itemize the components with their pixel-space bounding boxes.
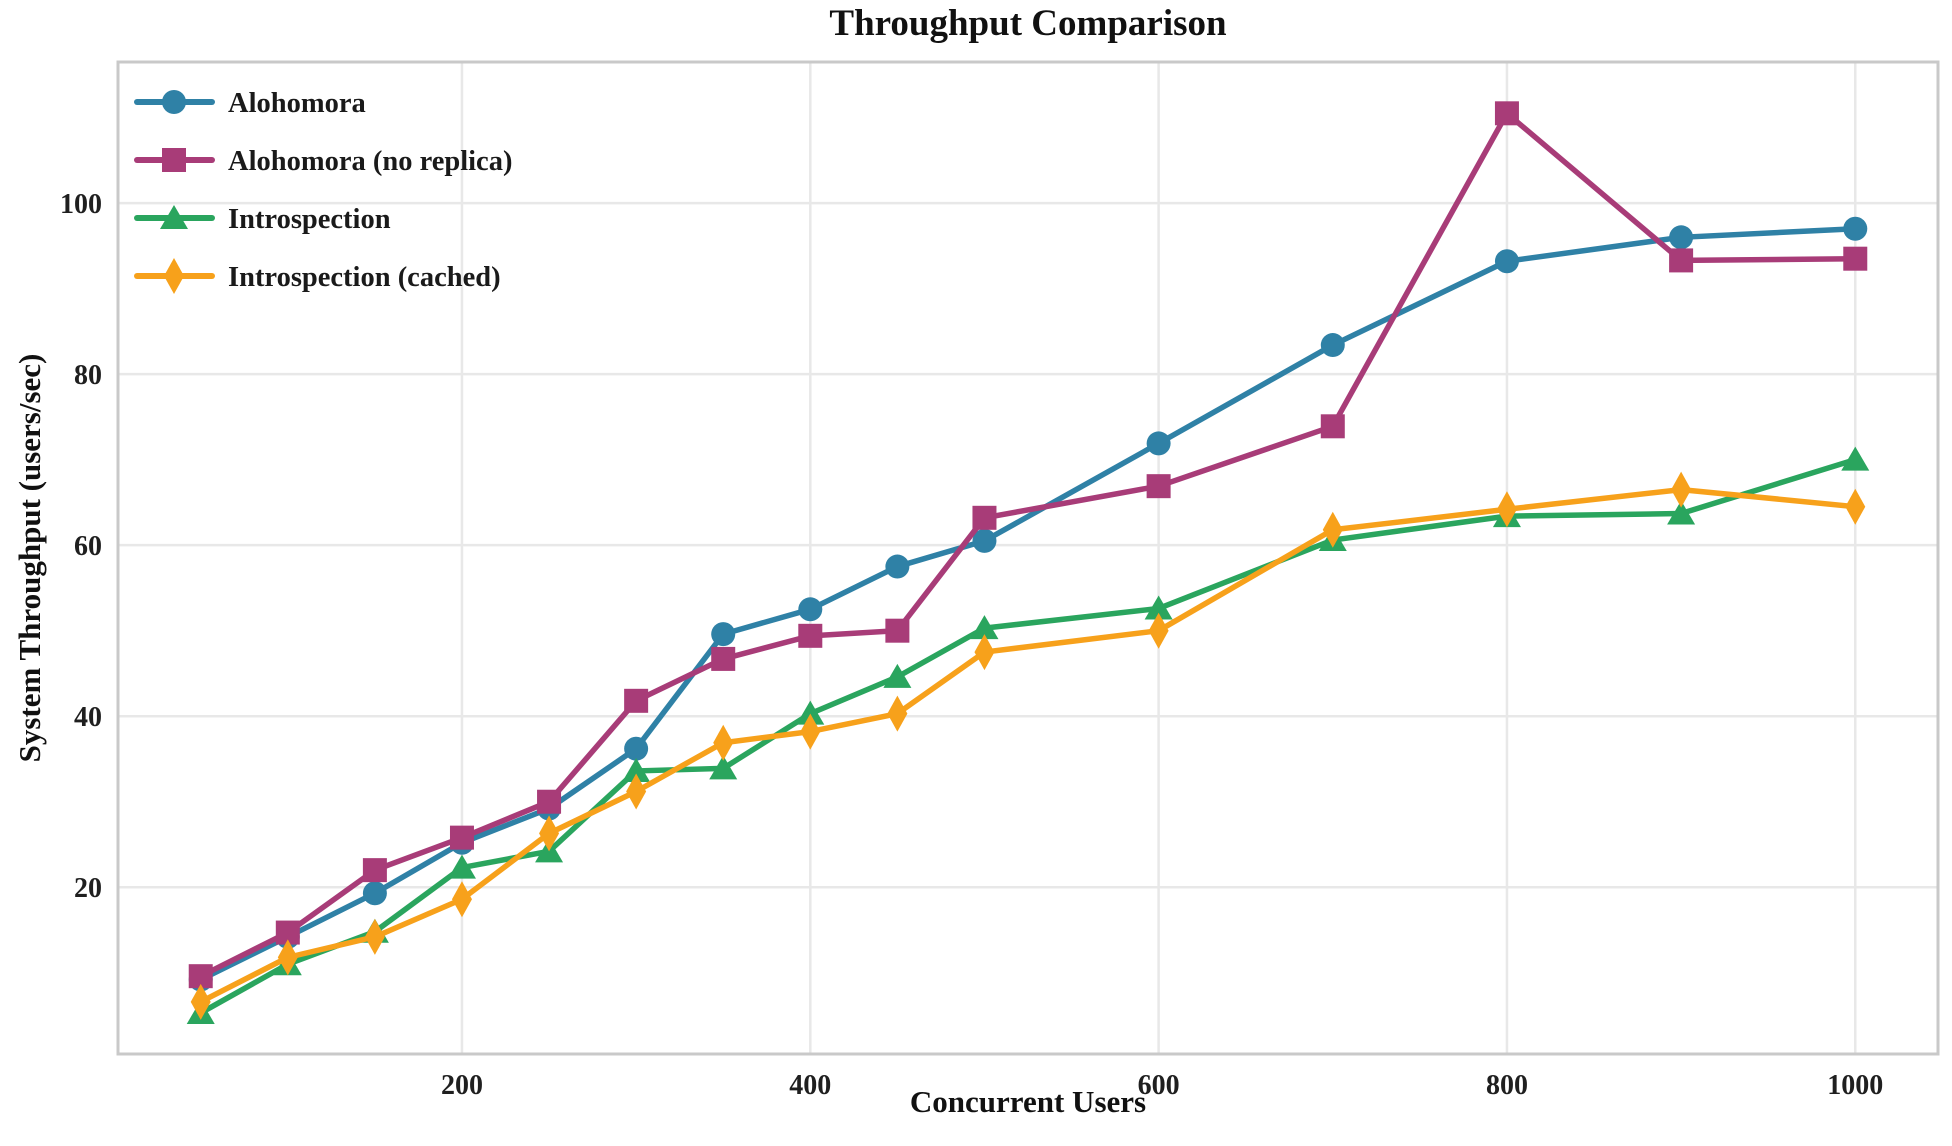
series-marker-alohomora bbox=[711, 622, 736, 647]
y-tick-label-100: 100 bbox=[60, 189, 102, 220]
series-marker-introspection bbox=[447, 854, 476, 879]
series-marker-alohomora-no-replica bbox=[537, 789, 562, 814]
series-marker-alohomora-no-replica bbox=[1146, 474, 1171, 499]
legend-label-alohomora-no-replica: Alohomora (no replica) bbox=[228, 146, 512, 177]
series-marker-alohomora bbox=[624, 736, 649, 761]
series-marker-introspection bbox=[1144, 595, 1173, 620]
series-marker-alohomora-no-replica bbox=[449, 825, 474, 850]
series-marker-introspection-cached bbox=[713, 724, 734, 761]
y-tick-label-20: 20 bbox=[74, 873, 102, 904]
series-marker-introspection bbox=[970, 615, 999, 640]
series-marker-introspection bbox=[1667, 500, 1696, 525]
series-marker-introspection-cached bbox=[451, 881, 472, 918]
y-tick-label-40: 40 bbox=[74, 702, 102, 733]
series-marker-introspection-cached bbox=[190, 983, 211, 1020]
series-marker-introspection-cached bbox=[539, 815, 560, 852]
series-marker-alohomora bbox=[1320, 333, 1345, 358]
legend-marker-alohomora bbox=[162, 90, 186, 114]
chart-title: Throughput Comparison bbox=[829, 3, 1227, 44]
series-marker-introspection bbox=[883, 663, 912, 688]
legend-label-alohomora: Alohomora bbox=[228, 88, 366, 119]
series-marker-alohomora bbox=[885, 554, 910, 579]
series-marker-introspection-cached bbox=[1322, 511, 1343, 548]
series-marker-introspection bbox=[622, 757, 651, 782]
series-line-alohomora bbox=[197, 226, 1859, 983]
legend-marker-alohomora-no-replica bbox=[162, 148, 186, 172]
x-axis-label: Concurrent Users bbox=[909, 1084, 1147, 1119]
x-tick-label-1000: 1000 bbox=[1827, 1070, 1883, 1101]
series-marker-introspection-cached bbox=[800, 713, 821, 750]
series-marker-introspection-cached bbox=[1845, 488, 1866, 525]
series-marker-alohomora-no-replica bbox=[624, 688, 649, 713]
series-marker-alohomora-no-replica bbox=[798, 623, 823, 648]
series-marker-alohomora-no-replica bbox=[711, 646, 736, 671]
series-marker-introspection-cached bbox=[626, 773, 647, 810]
series-marker-alohomora-no-replica bbox=[1843, 246, 1868, 271]
series-line-introspection bbox=[197, 456, 1859, 1016]
series-marker-alohomora-no-replica bbox=[1494, 101, 1519, 126]
series-marker-alohomora bbox=[972, 528, 997, 553]
series-marker-alohomora bbox=[798, 597, 823, 622]
series-marker-alohomora-no-replica bbox=[885, 618, 910, 643]
legend-label-introspection-cached: Introspection (cached) bbox=[228, 262, 501, 293]
x-tick-label-400: 400 bbox=[789, 1070, 831, 1101]
series-marker-alohomora bbox=[1843, 216, 1868, 241]
y-tick-label-60: 60 bbox=[74, 531, 102, 562]
series-line-introspection-cached bbox=[197, 486, 1859, 1005]
y-tick-label-80: 80 bbox=[74, 360, 102, 391]
series-marker-introspection bbox=[709, 755, 738, 780]
series-marker-alohomora-no-replica bbox=[972, 505, 997, 530]
series-marker-alohomora bbox=[362, 881, 387, 906]
series-marker-introspection-cached bbox=[887, 695, 908, 732]
series-marker-introspection-cached bbox=[974, 634, 995, 671]
x-tick-label-600: 600 bbox=[1138, 1070, 1180, 1101]
series-marker-introspection-cached bbox=[277, 939, 298, 976]
series-marker-alohomora bbox=[1669, 225, 1694, 250]
series-marker-introspection-cached bbox=[1496, 491, 1517, 528]
series-marker-introspection bbox=[1841, 446, 1870, 471]
series-marker-alohomora bbox=[1146, 431, 1171, 456]
legend-marker-introspection bbox=[160, 205, 188, 229]
series-marker-introspection-cached bbox=[364, 918, 385, 955]
series-marker-alohomora-no-replica bbox=[1320, 414, 1345, 439]
series-marker-alohomora-no-replica bbox=[362, 858, 387, 883]
series-marker-introspection-cached bbox=[1671, 471, 1692, 508]
plot-border bbox=[116, 60, 1940, 1056]
series-marker-introspection-cached bbox=[1148, 612, 1169, 649]
series-marker-alohomora-no-replica bbox=[1669, 248, 1694, 273]
legend-label-introspection: Introspection bbox=[228, 204, 391, 235]
x-tick-label-800: 800 bbox=[1486, 1070, 1528, 1101]
series-marker-alohomora bbox=[1494, 249, 1519, 274]
series-marker-introspection bbox=[796, 700, 825, 725]
x-tick-label-200: 200 bbox=[441, 1070, 483, 1101]
legend-marker-introspection-cached bbox=[164, 258, 184, 294]
